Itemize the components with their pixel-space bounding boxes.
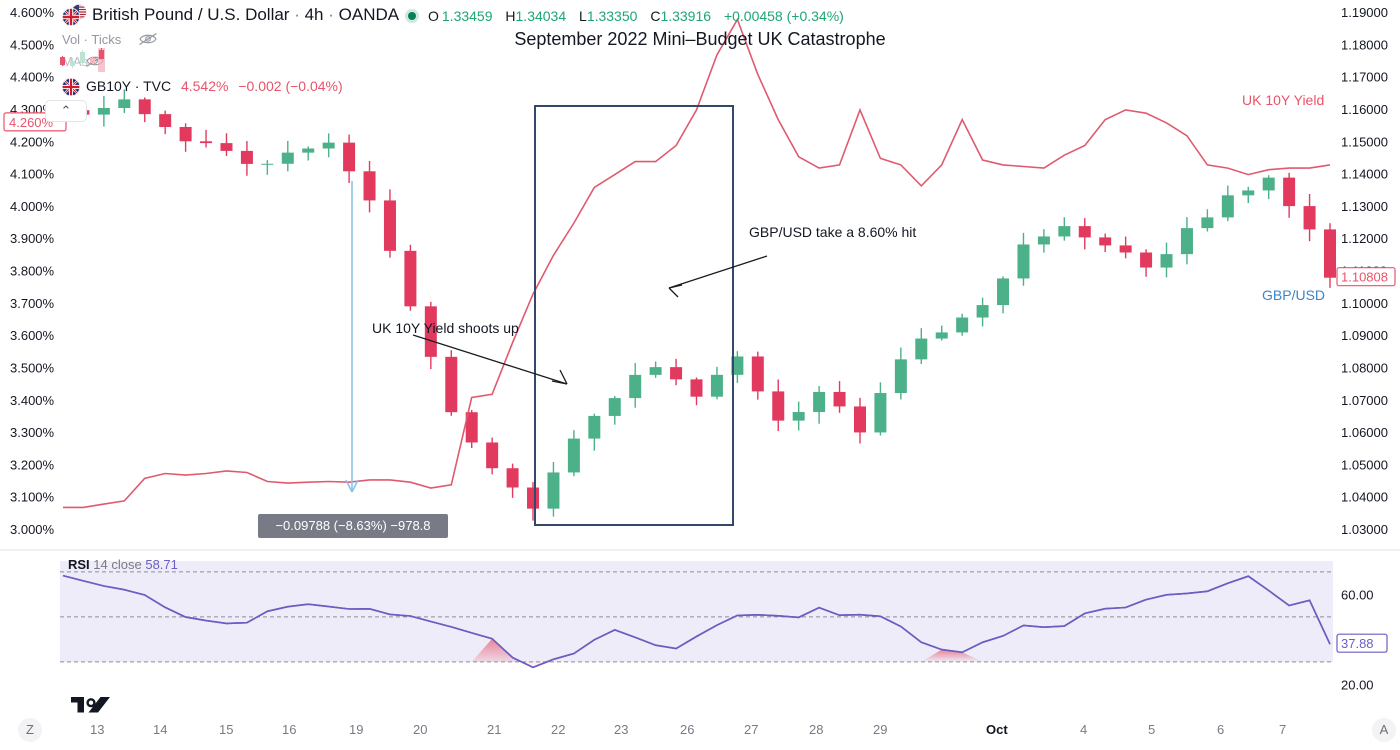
svg-text:3.900%: 3.900% <box>10 231 55 246</box>
svg-text:1.10000: 1.10000 <box>1341 296 1388 311</box>
svg-text:3.800%: 3.800% <box>10 264 55 279</box>
svg-text:1.17000: 1.17000 <box>1341 70 1388 85</box>
svg-text:4.600%: 4.600% <box>10 5 55 20</box>
svg-text:1.03000: 1.03000 <box>1341 522 1388 537</box>
svg-text:1.19000: 1.19000 <box>1341 5 1388 20</box>
svg-text:3.700%: 3.700% <box>10 296 55 311</box>
svg-text:1.05000: 1.05000 <box>1341 457 1388 472</box>
svg-text:3.000%: 3.000% <box>10 522 55 537</box>
svg-text:4.000%: 4.000% <box>10 199 55 214</box>
svg-text:1.13000: 1.13000 <box>1341 199 1388 214</box>
svg-text:1.14000: 1.14000 <box>1341 167 1388 182</box>
svg-text:37.88: 37.88 <box>1341 636 1374 651</box>
svg-text:3.200%: 3.200% <box>10 457 55 472</box>
svg-text:20.00: 20.00 <box>1341 677 1374 692</box>
svg-text:1.04000: 1.04000 <box>1341 490 1388 505</box>
svg-text:1.12000: 1.12000 <box>1341 231 1388 246</box>
svg-text:4.200%: 4.200% <box>10 134 55 149</box>
svg-text:3.500%: 3.500% <box>10 360 55 375</box>
svg-text:1.07000: 1.07000 <box>1341 393 1388 408</box>
svg-text:1.15000: 1.15000 <box>1341 134 1388 149</box>
svg-text:4.400%: 4.400% <box>10 70 55 85</box>
svg-text:3.300%: 3.300% <box>10 425 55 440</box>
svg-text:1.10808: 1.10808 <box>1341 270 1388 285</box>
svg-text:3.600%: 3.600% <box>10 328 55 343</box>
svg-text:60.00: 60.00 <box>1341 587 1374 602</box>
svg-text:3.100%: 3.100% <box>10 490 55 505</box>
svg-text:1.09000: 1.09000 <box>1341 328 1388 343</box>
svg-text:3.400%: 3.400% <box>10 393 55 408</box>
svg-text:4.100%: 4.100% <box>10 167 55 182</box>
svg-text:1.06000: 1.06000 <box>1341 425 1388 440</box>
svg-text:1.16000: 1.16000 <box>1341 102 1388 117</box>
svg-text:1.08000: 1.08000 <box>1341 360 1388 375</box>
